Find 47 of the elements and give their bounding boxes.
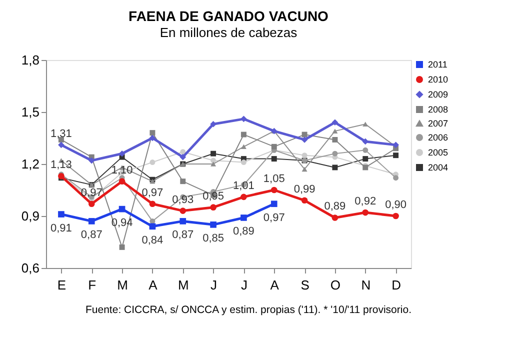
data-label: 0,84 [142,234,164,246]
legend-label: 2004 [428,162,448,172]
chart-title: FAENA DE GANADO VACUNO [128,8,329,24]
legend-label: 2008 [428,104,448,114]
data-label: 0,89 [232,226,254,238]
x-tick-label: A [270,278,280,292]
data-label: 0,97 [80,186,102,199]
y-tick-label: 1,5 [21,104,40,120]
data-label: 0,85 [202,232,224,245]
data-label: 0,90 [385,199,407,211]
data-label: 0,97 [263,212,285,224]
x-tick-label: N [361,278,371,292]
data-label: 0,91 [50,222,72,234]
data-label: 0,89 [324,200,346,213]
chart-subtitle: En millones de cabezas [160,25,298,40]
legend-label: 2010 [428,74,448,84]
x-tick-label: M [117,278,128,292]
data-label: 1,01 [232,180,254,192]
data-label: 1,05 [263,173,285,185]
x-tick-label: O [330,278,341,292]
data-label: 0,87 [172,229,194,242]
data-label: 1,10 [111,164,133,176]
data-label: 1,31 [50,128,72,140]
y-tick-label: 1,2 [21,156,40,172]
y-tick-label: 1,8 [21,52,40,68]
data-label: 0,87 [80,229,102,242]
legend-label: 2006 [428,132,448,142]
x-tick-label: J [210,278,218,292]
legend-label: 2009 [428,90,448,100]
y-tick-label: 0,9 [21,208,40,224]
x-tick-label: F [88,278,96,292]
x-tick-label: M [178,278,189,292]
x-tick-label: E [57,278,66,292]
x-tick-label: J [240,278,248,292]
y-tick-label: 0,6 [21,260,40,276]
data-label: 0,93 [172,194,194,206]
source-note: Fuente: CICCRA, s/ ONCCA y estim. propias ('11). * '10/'11 provisorio. [86,304,412,316]
legend-label: 2007 [428,118,448,128]
data-label: 0,99 [294,183,316,196]
x-tick-label: S [300,278,310,292]
data-label: 0,95 [202,190,224,202]
data-label: 0,92 [354,196,376,208]
data-label: 0,97 [142,186,164,199]
legend-label: 2005 [428,148,448,158]
x-tick-label: D [392,278,401,292]
legend-label: 2011 [428,60,448,70]
x-tick-label: A [148,278,158,292]
